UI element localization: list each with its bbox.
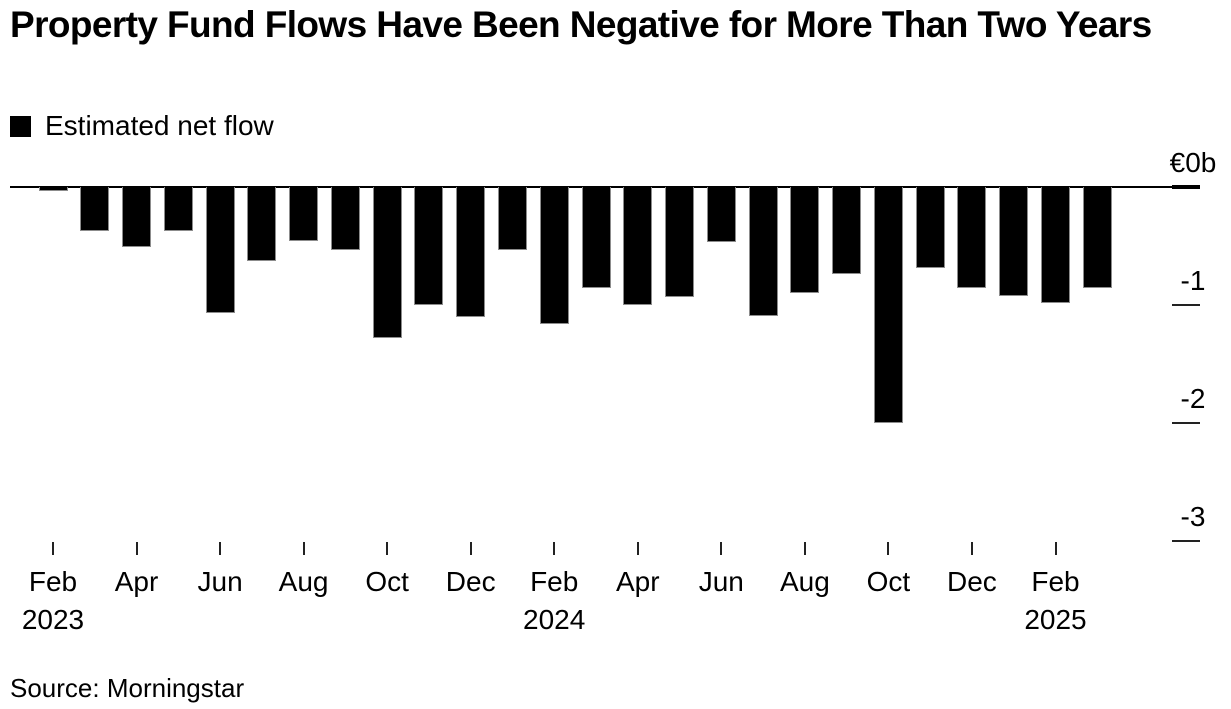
x-axis-label: Jun bbox=[197, 566, 243, 597]
x-axis-tick bbox=[52, 542, 54, 555]
x-axis-label: Jun bbox=[698, 566, 744, 597]
bar-jul-2023 bbox=[247, 187, 277, 261]
x-axis-label: Dec bbox=[445, 566, 496, 597]
x-axis-tick bbox=[720, 542, 723, 555]
x-axis-label: Aug bbox=[278, 566, 329, 597]
x-axis-label: Feb bbox=[530, 566, 579, 597]
bar-aug-2023 bbox=[289, 187, 319, 241]
x-axis-tick bbox=[1054, 542, 1057, 555]
bar-apr-2024 bbox=[623, 187, 653, 305]
x-axis-tick bbox=[302, 542, 305, 555]
bar-mar-2024 bbox=[581, 187, 611, 288]
bar-nov-2023 bbox=[414, 187, 444, 305]
chart-title: Property Fund Flows Have Been Negative f… bbox=[10, 4, 1152, 45]
bar-jun-2023 bbox=[205, 187, 235, 313]
x-axis-year-label: 2023 bbox=[21, 604, 85, 635]
x-axis-tick bbox=[219, 542, 222, 555]
bar-oct-2023 bbox=[372, 187, 402, 338]
bar-jul-2024 bbox=[748, 187, 778, 316]
y-axis-tick bbox=[1172, 185, 1200, 189]
bar-feb-2023 bbox=[38, 187, 68, 191]
x-axis-year-label: 2025 bbox=[1024, 604, 1087, 635]
bar-feb-2025 bbox=[1041, 187, 1070, 303]
y-axis-tick bbox=[1172, 540, 1200, 542]
bar-mar-2025 bbox=[1082, 187, 1112, 288]
bar-aug-2024 bbox=[790, 187, 820, 293]
bar-dec-2024 bbox=[957, 187, 987, 288]
x-axis-tick bbox=[386, 542, 389, 555]
source-text: Source: Morningstar bbox=[10, 673, 245, 703]
x-axis-label: Oct bbox=[866, 566, 911, 597]
bar-jan-2025 bbox=[999, 187, 1029, 296]
x-axis-tick bbox=[636, 542, 639, 555]
bar-dec-2023 bbox=[456, 187, 486, 317]
bar-oct-2024 bbox=[873, 187, 903, 423]
y-axis-tick bbox=[1172, 304, 1200, 306]
x-axis-tick bbox=[469, 542, 472, 555]
bar-mar-2023 bbox=[80, 187, 110, 231]
x-axis-label: Aug bbox=[779, 566, 830, 597]
bar-jun-2024 bbox=[706, 187, 736, 242]
legend-swatch-icon bbox=[10, 115, 31, 137]
bar-sep-2023 bbox=[330, 187, 360, 250]
bar-nov-2024 bbox=[915, 187, 945, 268]
bar-apr-2023 bbox=[122, 187, 151, 247]
x-axis-tick bbox=[135, 542, 138, 555]
bar-may-2023 bbox=[163, 187, 193, 231]
bar-feb-2024 bbox=[539, 187, 569, 324]
y-axis-label: -1 bbox=[1180, 265, 1206, 296]
y-axis-label: €0b bbox=[1169, 147, 1217, 178]
x-axis-tick bbox=[970, 542, 973, 555]
y-axis-label: -2 bbox=[1180, 383, 1206, 414]
x-axis-label: Feb bbox=[1031, 566, 1080, 597]
x-axis-label: Oct bbox=[365, 566, 409, 597]
y-axis-tick bbox=[1172, 422, 1200, 424]
x-axis-label: Dec bbox=[946, 566, 997, 597]
y-axis-label: -3 bbox=[1180, 501, 1206, 532]
x-axis-label: Feb bbox=[28, 566, 78, 597]
x-axis-tick bbox=[887, 542, 890, 555]
x-axis-tick bbox=[803, 542, 806, 555]
bar-may-2024 bbox=[665, 187, 695, 297]
legend-label: Estimated net flow bbox=[45, 110, 274, 141]
legend: Estimated net flow bbox=[10, 112, 274, 140]
x-axis-year-label: 2024 bbox=[523, 604, 586, 635]
x-axis-label: Apr bbox=[114, 566, 159, 597]
bar-sep-2024 bbox=[832, 187, 862, 274]
x-axis-tick bbox=[553, 542, 556, 555]
x-axis-label: Apr bbox=[616, 566, 660, 597]
bar-jan-2024 bbox=[498, 187, 527, 250]
